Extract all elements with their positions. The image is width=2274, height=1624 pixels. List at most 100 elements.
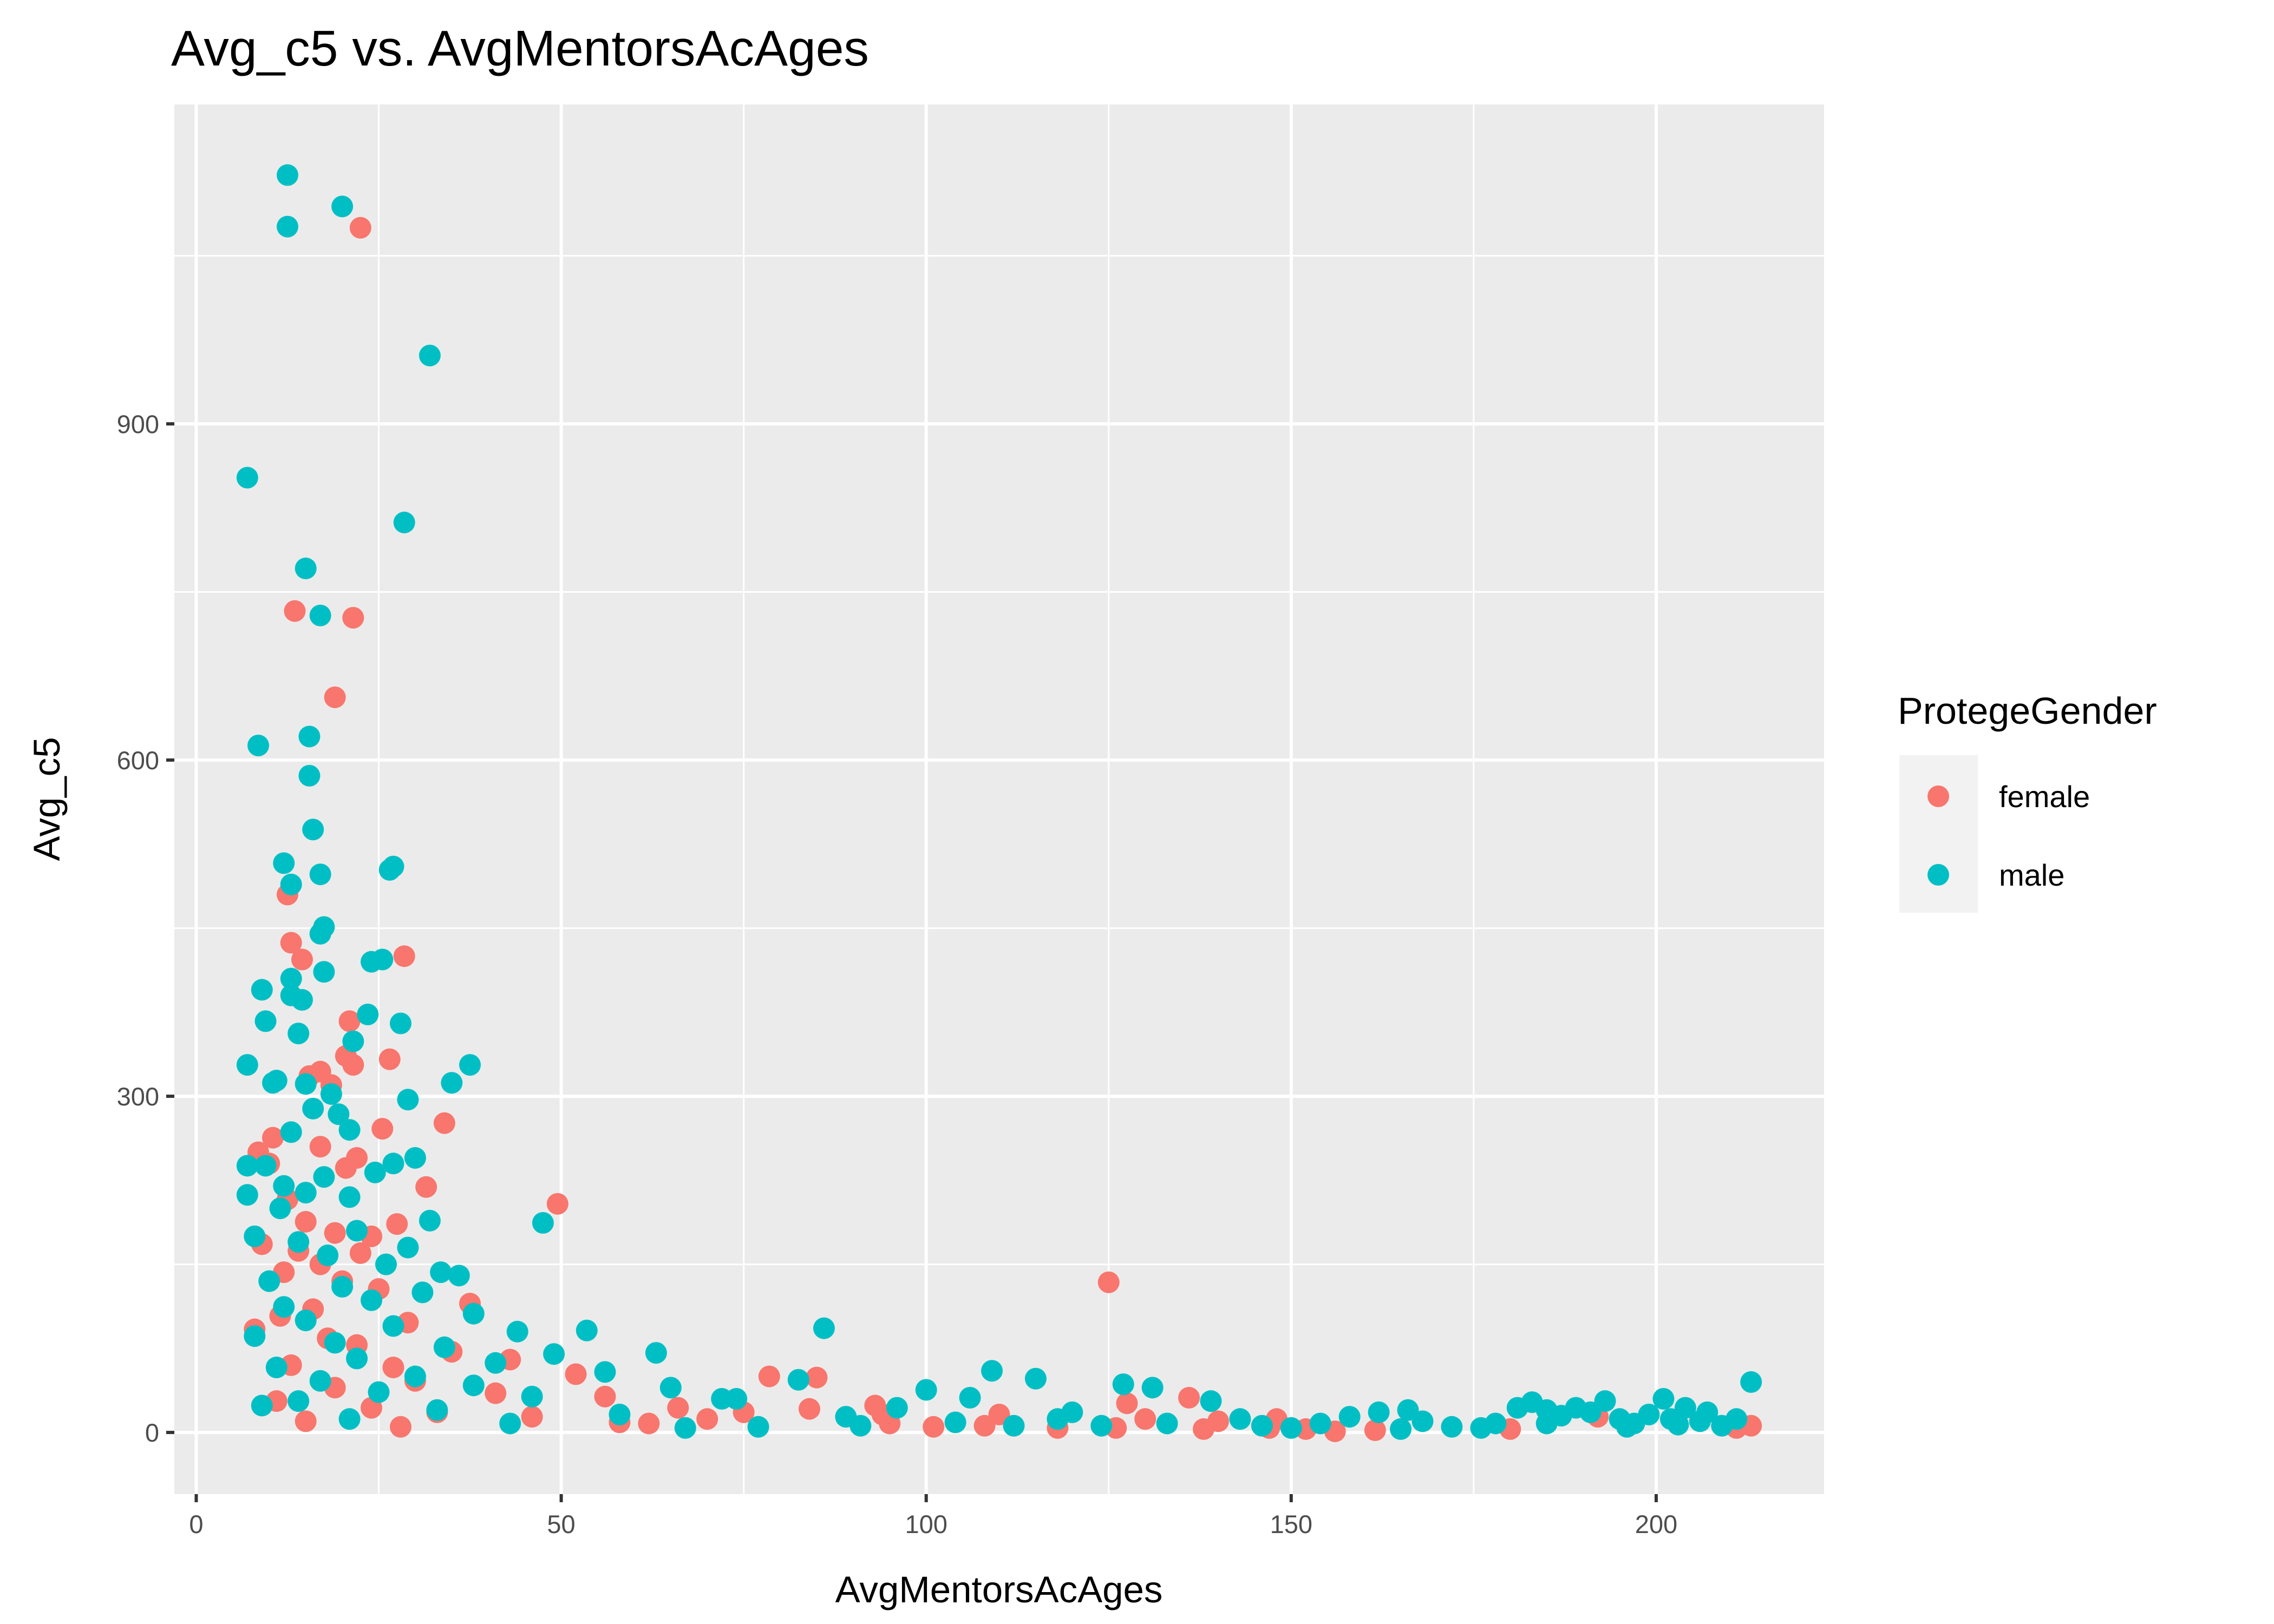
data-point-male (269, 1197, 291, 1220)
data-point-male (338, 1119, 361, 1141)
x-tick-label: 0 (189, 1510, 203, 1538)
data-point-male (1003, 1415, 1025, 1437)
data-point-male (659, 1377, 682, 1399)
data-point-male (1141, 1377, 1164, 1399)
data-point-male (244, 1325, 266, 1347)
data-point-male (393, 512, 415, 534)
data-point-male (397, 1236, 419, 1259)
data-point-male (1740, 1371, 1762, 1393)
x-axis-title: AvgMentorsAcAges (835, 1569, 1163, 1610)
data-point-female (295, 1210, 317, 1233)
data-point-male (1368, 1401, 1390, 1423)
data-point-male (813, 1317, 835, 1339)
data-point-male (309, 863, 331, 886)
data-point-male (302, 1097, 324, 1119)
data-point-male (298, 765, 321, 787)
data-point-male (1535, 1412, 1558, 1435)
data-point-male (378, 859, 401, 881)
data-point-male (419, 1209, 441, 1232)
data-point-male (521, 1385, 543, 1407)
data-point-female (696, 1408, 718, 1430)
data-point-male (1090, 1415, 1113, 1437)
data-point-male (1667, 1413, 1689, 1436)
data-point-male (298, 725, 321, 748)
data-point-male (287, 1023, 310, 1045)
data-point-male (258, 1270, 280, 1292)
data-point-male (236, 1054, 258, 1076)
data-point-male (331, 1276, 354, 1298)
data-point-male (1441, 1416, 1463, 1438)
legend-label-female: female (1999, 780, 2090, 814)
data-point-male (1229, 1408, 1251, 1430)
data-point-male (747, 1416, 769, 1438)
data-point-female (382, 1357, 404, 1379)
data-point-male (262, 1072, 284, 1094)
data-point-male (313, 1166, 335, 1188)
data-point-female (565, 1363, 587, 1385)
data-point-male (1338, 1406, 1361, 1428)
data-point-male (1485, 1412, 1507, 1435)
data-point-male (295, 1182, 317, 1204)
data-point-male (295, 1309, 317, 1332)
data-point-female (324, 686, 346, 709)
data-point-male (309, 922, 331, 945)
axis-ticks (166, 422, 1658, 1502)
data-point-male (338, 1186, 361, 1208)
data-point-female (667, 1397, 689, 1419)
data-point-female (1178, 1386, 1200, 1409)
legend-items: female male (1899, 755, 2090, 913)
data-point-male (1309, 1412, 1331, 1435)
data-point-female (923, 1416, 945, 1438)
data-point-male (543, 1343, 565, 1365)
data-point-male (247, 735, 270, 757)
data-point-male (1251, 1415, 1273, 1437)
data-point-male (273, 852, 295, 874)
data-point-male (236, 1184, 258, 1206)
major-gridlines (174, 104, 1824, 1494)
data-point-female (280, 932, 302, 954)
data-point-male (338, 1408, 361, 1430)
data-point-male (430, 1261, 452, 1284)
data-point-male (959, 1386, 981, 1409)
data-point-female (521, 1406, 543, 1428)
minor-gridlines (174, 104, 1824, 1494)
legend-key-male (1927, 864, 1949, 886)
plot-panel (174, 104, 1824, 1494)
data-point-male (295, 558, 317, 580)
data-point-male (485, 1352, 507, 1374)
data-point-female (1097, 1271, 1120, 1293)
data-point-male (320, 1083, 342, 1105)
data-point-male (419, 344, 441, 366)
data-point-male (265, 1357, 287, 1379)
data-point-male (1047, 1408, 1069, 1430)
legend-key-background (1899, 755, 1978, 913)
data-point-male (645, 1342, 667, 1364)
data-point-male (594, 1361, 616, 1383)
data-point-male (404, 1147, 426, 1169)
data-point-male (433, 1336, 455, 1358)
data-point-female (1193, 1418, 1215, 1440)
legend-title: ProtegeGender (1898, 690, 2157, 732)
data-point-male (389, 1012, 411, 1034)
data-point-male (254, 1010, 277, 1032)
data-point-male (1397, 1399, 1419, 1421)
data-point-male (1696, 1401, 1718, 1423)
data-point-male (280, 1121, 302, 1143)
data-point-female (638, 1412, 660, 1435)
data-point-male (609, 1404, 631, 1426)
data-point-female (371, 1118, 394, 1140)
data-point-male (280, 873, 302, 895)
data-point-male (499, 1412, 521, 1435)
data-point-male (404, 1365, 426, 1387)
data-point-male (674, 1417, 696, 1439)
y-tick-label: 0 (145, 1418, 159, 1447)
data-point-female (1134, 1408, 1156, 1430)
data-point-male (309, 1370, 331, 1392)
data-point-male (302, 818, 324, 841)
data-point-female (338, 1010, 361, 1032)
data-point-female (1364, 1419, 1386, 1442)
data-point-male (280, 967, 302, 990)
data-point-male (1280, 1417, 1302, 1439)
data-point-male (1412, 1410, 1434, 1432)
